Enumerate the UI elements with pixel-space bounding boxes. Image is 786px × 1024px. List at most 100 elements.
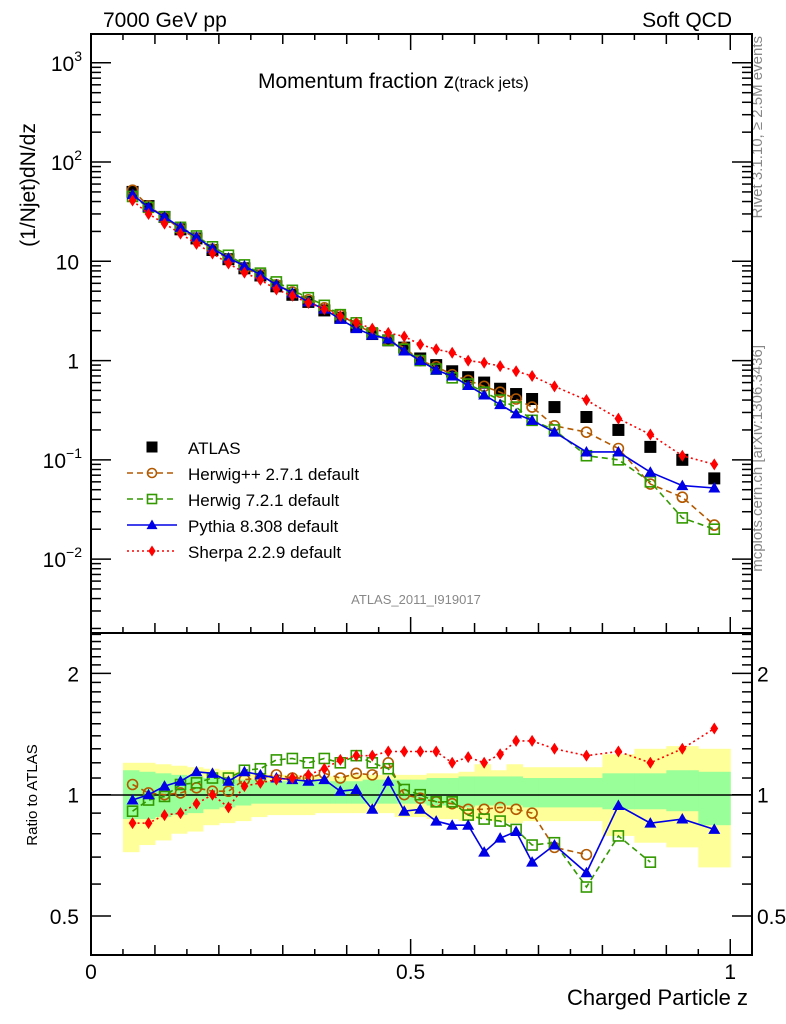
data-point <box>272 283 281 296</box>
data-point <box>368 322 377 335</box>
ratio-y-tick-label-right: 1 <box>757 785 769 808</box>
data-point <box>126 805 139 817</box>
data-point <box>708 472 721 485</box>
data-point <box>580 445 593 457</box>
y-tick-label: 1 <box>67 351 79 374</box>
data-point <box>446 796 458 808</box>
data-point <box>550 380 559 393</box>
legend-marker <box>146 519 158 530</box>
data-point <box>644 817 657 828</box>
data-point <box>414 354 427 366</box>
legend-label: ATLAS <box>188 439 241 458</box>
ratio-panel: 0.5 0.5 1 1 2 2 0 0.5 1 Ratio to ATLAS Charged … <box>24 632 786 1010</box>
analysis-id-label: ATLAS_2011_I919017 <box>351 592 481 607</box>
uncertainty-band-inner <box>266 781 284 804</box>
data-point <box>580 426 593 438</box>
y-tick-label: 10−1 <box>43 445 83 473</box>
data-point <box>158 790 171 803</box>
data-point <box>174 221 187 232</box>
data-point <box>190 231 203 242</box>
legend-label: Herwig++ 2.7.1 default <box>188 465 359 484</box>
data-point <box>710 458 719 471</box>
data-point <box>528 734 536 747</box>
data-point <box>334 772 347 784</box>
data-point <box>510 407 523 419</box>
data-point <box>676 512 689 524</box>
data-point <box>644 476 657 488</box>
data-point <box>432 343 441 356</box>
data-point <box>448 346 457 359</box>
data-point <box>478 388 491 400</box>
data-point <box>580 881 593 893</box>
header-collision-label: 7000 GeV pp <box>103 9 227 32</box>
x-tick-label: 1 <box>724 961 736 984</box>
data-point <box>580 411 593 424</box>
data-point <box>708 523 721 535</box>
data-point <box>462 379 475 391</box>
data-point <box>400 745 409 758</box>
rivet-version-label: Rivet 3.1.10, ≥ 2.5M events <box>749 36 766 219</box>
legend: ATLAS Herwig++ 2.7.1 default Herwig 7.2.1 … <box>127 439 359 562</box>
data-point <box>480 356 489 369</box>
data-point <box>676 479 689 491</box>
data-point <box>304 297 313 310</box>
data-point <box>496 360 505 373</box>
data-point <box>494 832 507 843</box>
header-category-label: Soft QCD <box>642 9 732 32</box>
data-point <box>612 445 625 457</box>
legend-marker <box>146 493 158 505</box>
data-point <box>526 401 538 413</box>
data-point <box>496 748 505 761</box>
uncertainty-band-inner <box>506 776 524 806</box>
data-point <box>126 778 139 791</box>
data-point <box>302 757 315 769</box>
ratio-y-tick-label: 1 <box>67 785 79 808</box>
uncertainty-band-inner <box>474 776 492 806</box>
data-point <box>710 722 719 735</box>
data-point <box>526 807 538 819</box>
data-point <box>144 817 153 830</box>
data-point <box>208 247 217 260</box>
data-point <box>612 830 625 842</box>
data-point <box>176 807 185 820</box>
data-point <box>446 369 459 381</box>
data-point <box>550 742 559 755</box>
data-point <box>320 762 329 775</box>
data-point <box>678 449 687 462</box>
uncertainty-band-inner <box>250 779 268 804</box>
data-point <box>176 227 185 240</box>
data-point <box>350 783 363 795</box>
data-point <box>192 237 201 250</box>
data-point <box>678 742 687 755</box>
x-axis-label: Charged Particle z <box>567 985 748 1010</box>
uncertainty-band-inner <box>490 776 508 806</box>
data-point <box>254 768 267 780</box>
data-point <box>336 310 345 323</box>
data-point <box>174 775 187 786</box>
data-point <box>288 289 297 302</box>
data-point <box>352 316 361 329</box>
main-title: Momentum fraction z(track jets) <box>258 70 529 93</box>
legend-item: ATLAS <box>146 439 241 458</box>
data-point <box>526 839 538 851</box>
data-point <box>240 266 249 279</box>
data-point <box>644 466 657 477</box>
series-pythia-8-308-default <box>126 188 721 493</box>
data-point <box>318 773 331 785</box>
data-point <box>446 819 459 830</box>
data-point <box>510 393 522 405</box>
data-point <box>526 414 539 425</box>
ratio-y-tick-label: 2 <box>67 663 79 686</box>
data-point <box>382 757 395 769</box>
legend-item: Pythia 8.308 default <box>127 517 339 536</box>
y-tick-label: 102 <box>51 147 82 175</box>
legend-label: Sherpa 2.2.9 default <box>188 543 341 562</box>
data-point <box>432 745 441 758</box>
data-point <box>548 839 561 850</box>
data-point <box>526 856 539 867</box>
data-point <box>206 767 219 778</box>
data-point <box>580 848 593 861</box>
uncertainty-band-inner <box>314 781 332 804</box>
data-point <box>144 207 153 220</box>
